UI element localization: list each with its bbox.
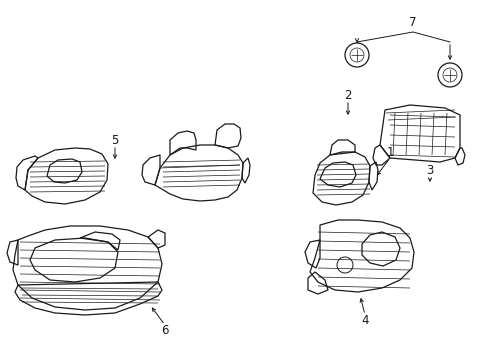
Text: 6: 6 <box>161 324 168 337</box>
Text: 3: 3 <box>426 163 433 176</box>
Text: 5: 5 <box>111 134 119 147</box>
Text: 2: 2 <box>344 89 351 102</box>
Text: 1: 1 <box>386 145 393 158</box>
Text: 7: 7 <box>408 15 416 28</box>
Text: 4: 4 <box>361 314 368 327</box>
